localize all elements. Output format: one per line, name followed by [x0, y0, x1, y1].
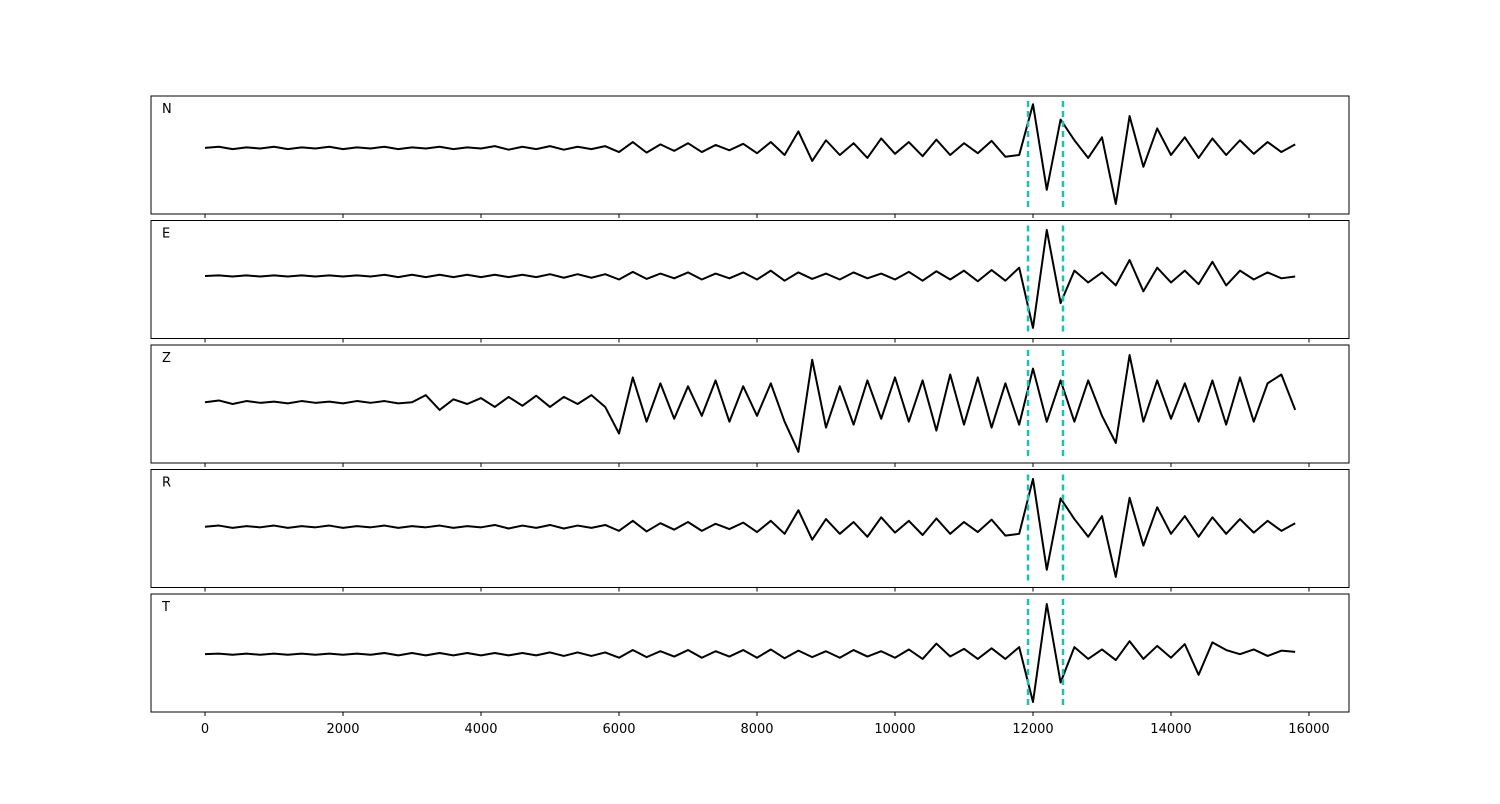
x-tick-label: 12000 [1012, 722, 1053, 737]
x-tick-label: 16000 [1288, 722, 1329, 737]
x-tick-label: 8000 [740, 722, 773, 737]
panel-frame [150, 469, 1350, 588]
waveform [204, 477, 1296, 578]
x-tick-label: 4000 [464, 722, 497, 737]
waveform [204, 103, 1296, 205]
panel-label: N [162, 102, 172, 117]
x-tick-label: 2000 [326, 722, 359, 737]
waveform [204, 354, 1297, 453]
panel-label: R [162, 476, 171, 491]
panel-label: E [162, 227, 170, 242]
x-tick-label: 10000 [874, 722, 915, 737]
panel-frame [150, 344, 1350, 464]
waveform [204, 228, 1296, 329]
panel-frame [150, 593, 1350, 713]
panel-frame [150, 95, 1350, 215]
x-tick-label: 14000 [1150, 722, 1191, 737]
panel-frame [150, 220, 1350, 339]
panel-label: T [161, 600, 170, 615]
x-tick-label: 6000 [602, 722, 635, 737]
panel-label: Z [162, 351, 171, 366]
waveform [204, 603, 1296, 703]
x-tick-label: 0 [201, 722, 209, 737]
